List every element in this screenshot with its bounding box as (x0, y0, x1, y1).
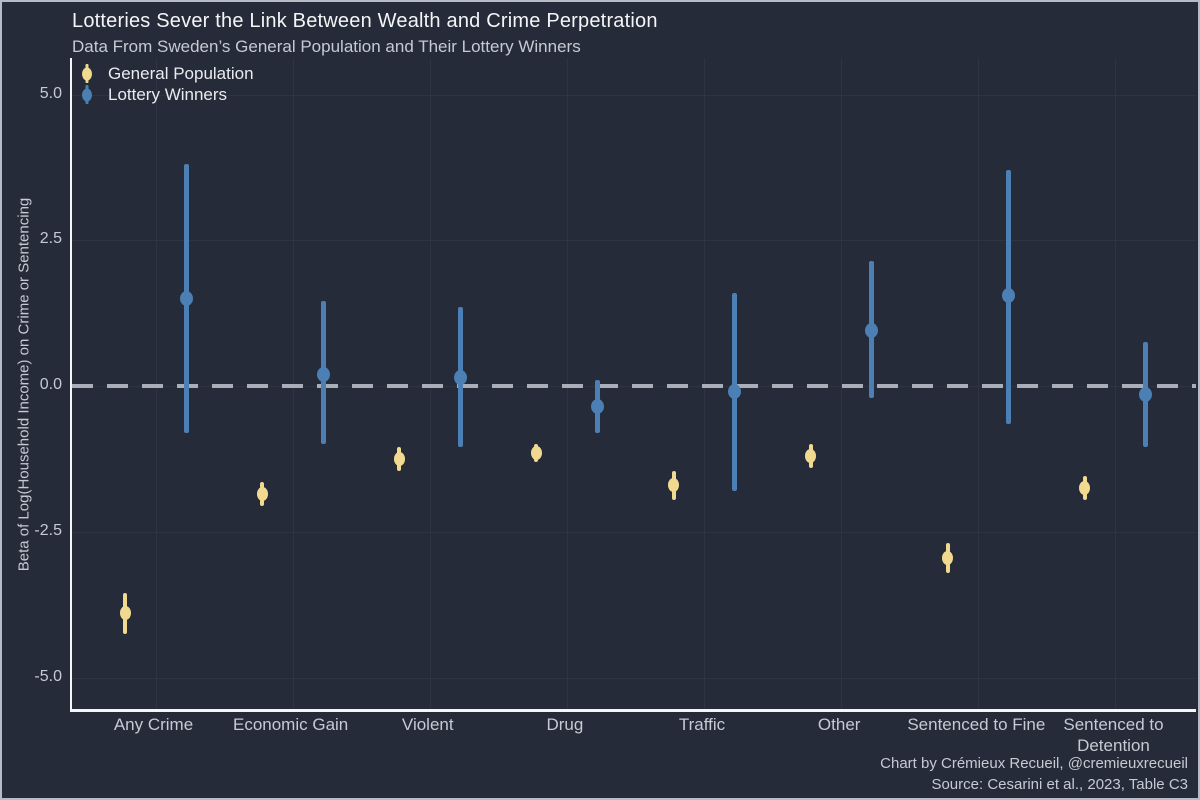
chart-subtitle: Data From Sweden’s General Population an… (72, 37, 581, 56)
pointrange-glyph-icon (80, 84, 94, 105)
v-gridline (429, 58, 431, 709)
h-gridline (72, 94, 1196, 96)
point-lottery-winners-drug (590, 398, 604, 414)
caption-source: Source: Cesarini et al., 2023, Table C3 (931, 776, 1188, 793)
point-general-population-other (805, 448, 817, 463)
y-tick-label: 0.0 (39, 376, 62, 393)
chart-title: Lotteries Sever the Link Between Wealth … (72, 10, 658, 32)
point-lottery-winners-any-crime (179, 291, 193, 307)
h-gridline (72, 240, 1196, 242)
point-general-population-economic-gain (256, 486, 268, 501)
v-gridline (978, 58, 980, 709)
point-lottery-winners-sentenced-to-detention (1139, 387, 1153, 403)
v-gridline (841, 58, 843, 709)
v-gridline (1115, 58, 1117, 709)
v-gridline (704, 58, 706, 709)
x-tick-label-violent: Violent (401, 715, 454, 734)
legend-dot (82, 67, 92, 80)
x-tick-label-economic-gain: Economic Gain (232, 715, 349, 734)
x-tick-label-sentenced-to-detention: Sentenced to Detention (1063, 715, 1164, 755)
plot-panel (70, 58, 1196, 712)
legend-item-general-population: General Population (80, 63, 254, 84)
point-general-population-violent (393, 451, 405, 466)
legend: General Population Lottery Winners (80, 63, 254, 105)
legend-label: Lottery Winners (108, 84, 228, 104)
point-general-population-drug (530, 446, 542, 461)
y-tick-label: -5.0 (34, 667, 62, 685)
caption-credit: Chart by Crémieux Recueil, @cremieuxrecu… (880, 755, 1188, 772)
h-gridline (72, 531, 1196, 533)
point-lottery-winners-sentenced-to-fine (1002, 288, 1016, 304)
h-gridline (72, 677, 1196, 679)
legend-dot (82, 88, 92, 101)
y-tick-label: -2.5 (34, 521, 62, 539)
x-tick-label-other: Other (817, 715, 861, 734)
zero-reference-line (72, 384, 1196, 388)
v-gridline (566, 58, 568, 709)
point-general-population-traffic (668, 478, 680, 493)
legend-item-lottery-winners: Lottery Winners (80, 84, 254, 105)
point-lottery-winners-economic-gain (316, 366, 330, 382)
point-lottery-winners-violent (453, 369, 467, 385)
x-tick-label-traffic: Traffic (678, 715, 726, 734)
y-tick-label: 5.0 (39, 84, 62, 102)
point-lottery-winners-traffic (728, 384, 742, 400)
legend-label: General Population (108, 63, 254, 83)
y-tick-label: 2.5 (39, 230, 62, 248)
x-tick-label-drug: Drug (546, 715, 584, 734)
point-general-population-any-crime (119, 606, 131, 621)
x-tick-label-sentenced-to-fine: Sentenced to Fine (907, 715, 1046, 734)
point-general-population-sentenced-to-fine (942, 550, 954, 565)
pointrange-glyph-icon (80, 63, 94, 84)
v-gridline (155, 58, 157, 709)
point-general-population-sentenced-to-detention (1079, 481, 1091, 496)
v-gridline (292, 58, 294, 709)
point-lottery-winners-other (865, 323, 879, 339)
x-tick-label-any-crime: Any Crime (113, 715, 194, 734)
